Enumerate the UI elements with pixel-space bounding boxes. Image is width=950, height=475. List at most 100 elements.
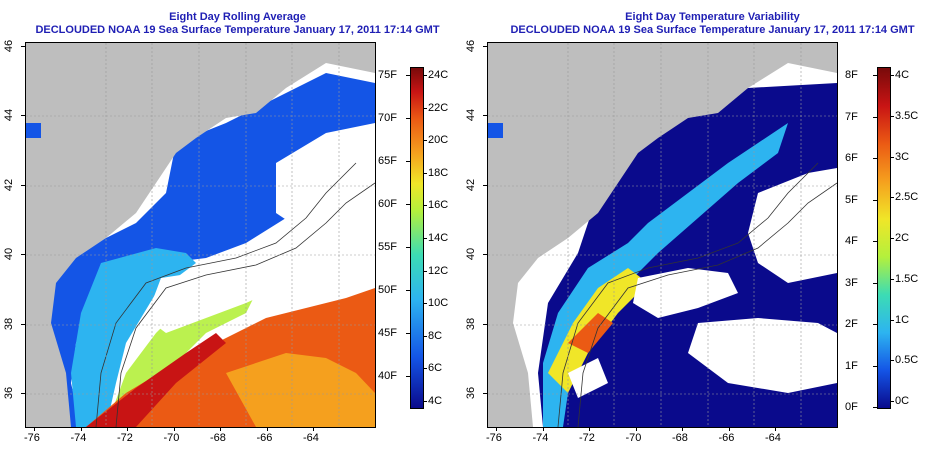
longitude-tick-label: -74 <box>70 432 87 444</box>
tick-mark <box>542 427 544 431</box>
tick-mark <box>890 360 894 362</box>
no-data-gap <box>748 168 837 283</box>
moderate-variability-region <box>543 123 788 427</box>
fahrenheit-tick-label: 50F <box>378 284 397 296</box>
celsius-tick-label: 0.5C <box>895 354 919 367</box>
panel-subtitle: DECLOUDED NOAA 19 Sea Surface Temperatur… <box>510 24 915 36</box>
tick-mark <box>127 427 128 431</box>
longitude-tick-label: -70 <box>625 432 642 444</box>
land-mass <box>488 43 837 427</box>
longitude-tick-label: -74 <box>532 432 549 444</box>
tick-mark <box>635 427 637 431</box>
panel-title: Eight Day Temperature Variability <box>625 11 800 23</box>
celsius-tick-label: 12C <box>428 264 449 277</box>
celsius-tick-label: 3.5C <box>895 109 919 122</box>
celsius-tick-label: 2C <box>895 232 910 244</box>
fahrenheit-tick-label: 40F <box>378 370 397 382</box>
tick-mark <box>423 270 427 272</box>
tick-mark <box>423 140 427 142</box>
isobath-line <box>115 182 375 427</box>
tick-mark <box>266 427 268 431</box>
celsius-tick-label: 4C <box>428 395 443 407</box>
longitude-tick-label: -76 <box>24 432 40 444</box>
no-data-gap <box>146 268 291 333</box>
tick-mark <box>21 323 25 325</box>
sst-average-map <box>25 42 376 428</box>
tick-mark <box>406 333 410 334</box>
fahrenheit-tick-label: 70F <box>378 112 397 124</box>
fahrenheit-tick-label: 4F <box>845 235 858 247</box>
celsius-tick-label: 16C <box>428 199 449 212</box>
celsius-tick-label: 3C <box>895 150 910 163</box>
tick-mark <box>21 184 25 186</box>
no-data-gap <box>688 318 837 393</box>
tick-mark <box>589 427 590 431</box>
no-data-gap <box>276 123 375 243</box>
island <box>26 123 41 138</box>
panel-title: Eight Day Rolling Average <box>169 11 306 23</box>
tick-mark <box>21 45 25 47</box>
tick-mark <box>890 75 894 76</box>
tick-mark <box>423 368 427 370</box>
shelf-water-region <box>71 248 196 427</box>
tick-mark <box>873 199 877 201</box>
longitude-tick-label: -76 <box>486 432 502 444</box>
latitude-tick-label: 44 <box>465 108 478 122</box>
fahrenheit-tick-label: 7F <box>845 110 858 123</box>
tick-mark <box>483 184 487 186</box>
celsius-tick-label: 10C <box>428 297 449 310</box>
longitude-tick-label: -70 <box>163 432 180 444</box>
tick-mark <box>873 241 877 242</box>
fahrenheit-tick-label: 1F <box>845 359 858 372</box>
isobath-line <box>95 162 357 427</box>
tick-mark <box>313 427 314 431</box>
tick-mark <box>890 197 894 199</box>
fahrenheit-tick-label: 55F <box>378 241 397 253</box>
longitude-tick-label: -68 <box>210 432 226 444</box>
tick-mark <box>873 75 877 76</box>
fahrenheit-tick-label: 2F <box>845 318 858 330</box>
tick-mark <box>890 278 894 280</box>
tick-mark <box>406 290 410 291</box>
latitude-tick-label: 38 <box>3 317 16 330</box>
map-grid <box>26 43 375 427</box>
fahrenheit-tick-label: 45F <box>378 327 397 339</box>
celsius-tick-label: 24C <box>428 69 449 81</box>
tick-mark <box>80 427 82 431</box>
longitude-tick-label: -68 <box>672 432 688 444</box>
tick-mark <box>873 407 877 408</box>
tick-mark <box>406 376 410 377</box>
tick-mark <box>220 427 221 431</box>
celsius-tick-label: 4C <box>895 69 910 81</box>
fahrenheit-tick-label: 6F <box>845 152 858 164</box>
tick-mark <box>423 205 427 207</box>
celsius-tick-label: 20C <box>428 134 449 147</box>
longitude-tick-label: -72 <box>117 432 133 444</box>
tick-mark <box>21 254 25 255</box>
tick-mark <box>406 118 410 119</box>
celsius-tick-label: 1C <box>895 313 910 326</box>
tick-mark <box>483 45 487 47</box>
latitude-tick-label: 36 <box>3 386 16 400</box>
land-mass <box>26 43 375 427</box>
celsius-tick-label: 22C <box>428 101 449 114</box>
tick-mark <box>728 427 730 431</box>
latitude-tick-label: 44 <box>3 108 16 122</box>
variability-colorbar <box>877 67 891 409</box>
map-grid <box>488 43 837 427</box>
tick-mark <box>890 238 894 239</box>
fahrenheit-tick-label: 5F <box>845 193 858 206</box>
celsius-tick-label: 14C <box>428 232 449 244</box>
isobath-line <box>577 182 837 427</box>
isobath-line <box>557 162 819 427</box>
no-data-gap <box>296 243 375 283</box>
tick-mark <box>21 115 25 116</box>
warm-patch <box>226 353 375 427</box>
fahrenheit-tick-label: 65F <box>378 155 397 167</box>
tick-mark <box>890 115 894 117</box>
tick-mark <box>173 427 175 431</box>
tick-mark <box>423 238 427 239</box>
panel-average: Eight Day Rolling Average DECLOUDED NOAA… <box>3 11 449 444</box>
celsius-tick-label: 1.5C <box>895 272 919 285</box>
tick-mark <box>873 324 877 325</box>
